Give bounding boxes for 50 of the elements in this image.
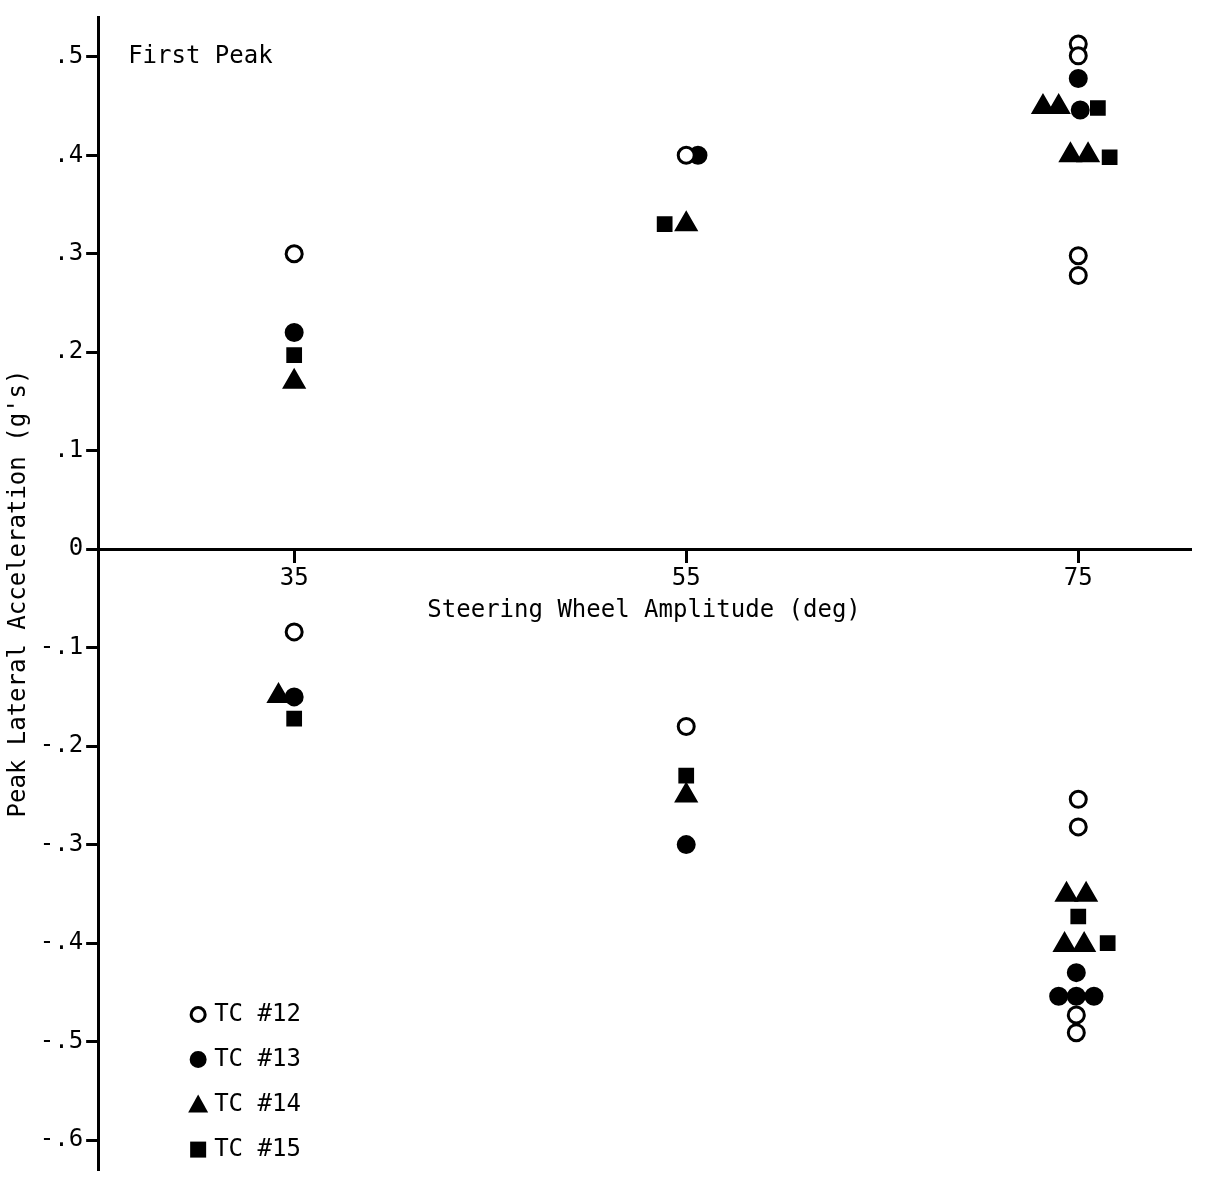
point (1070, 100, 1090, 120)
legend-label: TC #12 (214, 998, 301, 1027)
y-tick-label: .2 (54, 336, 84, 365)
point (284, 244, 304, 264)
point (284, 622, 304, 642)
point (1068, 68, 1088, 88)
legend-label: TC #15 (214, 1133, 301, 1162)
point (1068, 817, 1088, 837)
point (1070, 908, 1087, 925)
point (1068, 789, 1088, 809)
point (676, 716, 696, 736)
point (678, 767, 695, 784)
point (286, 710, 303, 727)
y-tick-label: 0 (68, 533, 84, 562)
x-axis-title: Steering Wheel Amplitude (deg) (427, 594, 861, 623)
y-tick-label: .5 (54, 41, 84, 70)
point (1066, 963, 1086, 983)
point (286, 347, 303, 364)
point (1066, 1023, 1086, 1043)
y-tick-label: .1 (54, 434, 84, 463)
point (676, 145, 696, 165)
point (1049, 986, 1069, 1006)
y-tick-label: -.3 (39, 828, 84, 857)
y-tick-label: -.2 (39, 730, 84, 759)
y-tick-label: -.6 (39, 1124, 84, 1153)
y-tick-label: .3 (54, 237, 84, 266)
point (1090, 100, 1106, 116)
y-axis-title: Peak Lateral Acceleration (g's) (2, 369, 31, 818)
point (1068, 265, 1088, 285)
x-tick-label: 55 (671, 562, 701, 591)
point (1068, 46, 1088, 66)
point (284, 323, 304, 343)
y-tick-label: -.1 (39, 631, 84, 660)
point (1101, 149, 1118, 166)
point (1099, 935, 1116, 951)
point (284, 687, 304, 707)
annotation: First Peak (128, 41, 274, 70)
point (656, 216, 673, 233)
legend-label: TC #14 (214, 1088, 301, 1117)
y-tick-label: -.5 (39, 1025, 84, 1054)
legend-label: TC #13 (214, 1043, 301, 1072)
x-tick-label: 75 (1063, 562, 1093, 591)
point (1084, 986, 1104, 1006)
point (1066, 986, 1086, 1006)
y-tick-label: -.4 (39, 927, 84, 956)
point (676, 835, 696, 855)
x-tick-label: 35 (279, 562, 309, 591)
y-tick-label: .4 (54, 139, 84, 168)
point (1068, 246, 1088, 266)
point (1066, 1005, 1086, 1025)
